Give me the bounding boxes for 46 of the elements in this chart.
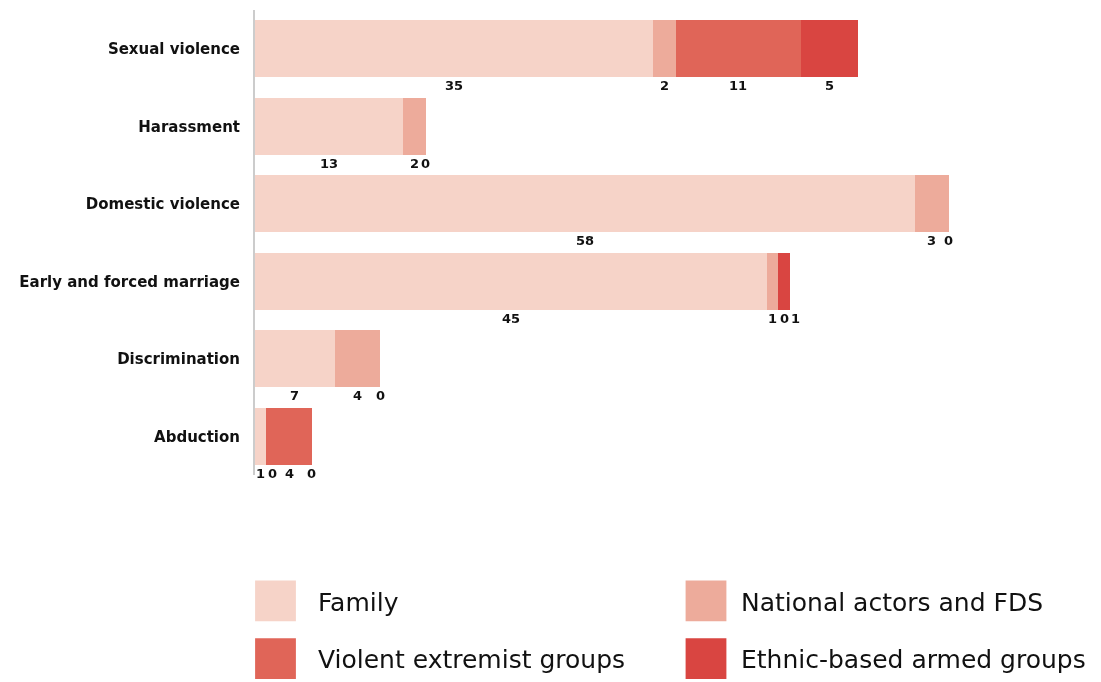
y-tick-label: Early and forced marriage <box>19 272 240 291</box>
bar <box>255 330 335 388</box>
bar <box>402 97 426 155</box>
legend-label: Violent extremist groups <box>318 645 626 675</box>
data-label: 45 <box>502 311 521 326</box>
data-label: 0 <box>944 233 954 248</box>
legend-label: National actors and FDS <box>741 587 1044 617</box>
bar <box>800 20 858 78</box>
bar <box>778 252 790 310</box>
data-label: 58 <box>576 233 595 248</box>
data-label: 35 <box>445 78 464 93</box>
y-tick-label: Discrimination <box>117 350 240 368</box>
data-label: 4 <box>285 466 295 481</box>
y-tick-label: Abduction <box>154 427 240 446</box>
data-label: 11 <box>729 78 748 93</box>
data-label: 5 <box>825 78 835 93</box>
data-label: 7 <box>290 388 300 403</box>
bar <box>255 252 767 310</box>
y-tick-label: Harassment <box>138 117 240 136</box>
bar <box>255 20 654 78</box>
data-label: 0 <box>307 466 317 481</box>
data-label: 0 <box>268 466 278 481</box>
data-label: 1 <box>791 311 801 326</box>
bar <box>255 175 915 233</box>
data-label: 0 <box>780 311 790 326</box>
bar <box>266 407 312 465</box>
data-label: 0 <box>421 156 431 171</box>
data-label: 13 <box>320 156 339 171</box>
y-tick-label: Domestic violence <box>85 195 240 213</box>
bar <box>653 20 676 78</box>
bar <box>255 407 267 465</box>
data-label: 2 <box>410 156 420 171</box>
bar <box>675 20 801 78</box>
data-label: 4 <box>353 388 363 403</box>
bar <box>255 97 403 155</box>
data-label: 2 <box>660 78 670 93</box>
y-tick-label: Sexual violence <box>107 40 240 58</box>
data-label: 0 <box>376 388 386 403</box>
legend-label: Family <box>318 587 399 617</box>
data-label: 1 <box>768 311 778 326</box>
bar <box>914 175 949 233</box>
bar <box>334 330 381 388</box>
bar <box>766 252 779 310</box>
legend-label: Ethnic-based armed groups <box>741 645 1086 675</box>
data-label: 3 <box>927 233 937 248</box>
data-label: 1 <box>256 466 266 481</box>
